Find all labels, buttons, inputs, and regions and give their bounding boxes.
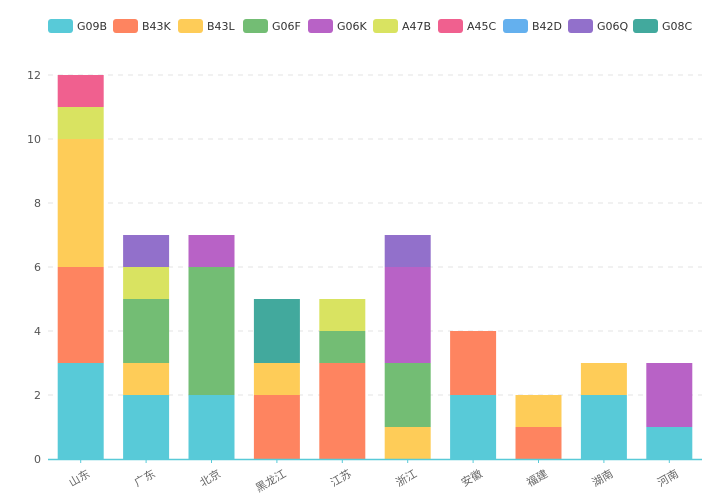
bars bbox=[57, 75, 693, 459]
bar-segment-b43k[interactable] bbox=[450, 331, 497, 395]
legend-label: A47B bbox=[402, 20, 431, 33]
legend-label: B43L bbox=[207, 20, 236, 33]
legend-label: G06K bbox=[337, 20, 368, 33]
legend-swatch bbox=[178, 19, 203, 33]
legend-swatch bbox=[438, 19, 463, 33]
bar-segment-b43k[interactable] bbox=[253, 395, 300, 459]
legend-swatch bbox=[568, 19, 593, 33]
bar-segment-a47b[interactable] bbox=[319, 299, 366, 331]
legend-item-a47b[interactable]: A47B bbox=[373, 19, 431, 33]
y-tick-label: 12 bbox=[27, 69, 41, 82]
bar-segment-a47b[interactable] bbox=[57, 107, 104, 139]
legend-item-g06q[interactable]: G06Q bbox=[568, 19, 629, 33]
y-tick-label: 2 bbox=[34, 389, 41, 402]
bar-segment-b43k[interactable] bbox=[515, 427, 562, 459]
x-tick-label: 江苏 bbox=[328, 467, 354, 489]
bar-segment-g06k[interactable] bbox=[384, 267, 431, 363]
bar-segment-g08c[interactable] bbox=[253, 299, 300, 363]
x-tick-label: 福建 bbox=[524, 466, 550, 489]
bar-segment-g06f[interactable] bbox=[188, 267, 235, 395]
legend-label: G06F bbox=[272, 20, 301, 33]
bar-segment-g06f[interactable] bbox=[319, 331, 366, 363]
legend-item-g06f[interactable]: G06F bbox=[243, 19, 301, 33]
bar-segment-g06f[interactable] bbox=[384, 363, 431, 427]
y-tick-label: 0 bbox=[34, 453, 41, 466]
bar-segment-g06f[interactable] bbox=[123, 299, 170, 363]
x-tick-label: 山东 bbox=[67, 467, 93, 489]
legend-item-g09b[interactable]: G09B bbox=[48, 19, 107, 33]
bar-segment-b43l[interactable] bbox=[253, 363, 300, 395]
bar-segment-g06q[interactable] bbox=[123, 235, 170, 267]
x-tick-label: 湖南 bbox=[590, 467, 616, 489]
legend-swatch bbox=[373, 19, 398, 33]
bar-segment-b43k[interactable] bbox=[319, 363, 366, 459]
bar-segment-g06k[interactable] bbox=[188, 235, 235, 267]
legend-label: G08C bbox=[662, 20, 693, 33]
bar-segment-g06q[interactable] bbox=[384, 235, 431, 267]
bar-segment-g09b[interactable] bbox=[646, 427, 693, 459]
x-tick-label: 黑龙江 bbox=[253, 467, 288, 495]
bar-segment-b43l[interactable] bbox=[384, 427, 431, 459]
x-tick-label: 河南 bbox=[655, 467, 681, 489]
bar-segment-a47b[interactable] bbox=[123, 267, 170, 299]
bar-segment-g09b[interactable] bbox=[580, 395, 627, 459]
legend-label: A45C bbox=[467, 20, 497, 33]
legend-swatch bbox=[48, 19, 73, 33]
bar-segment-g09b[interactable] bbox=[123, 395, 170, 459]
legend-item-g06k[interactable]: G06K bbox=[308, 19, 368, 33]
legend-label: B42D bbox=[532, 20, 562, 33]
legend-item-g08c[interactable]: G08C bbox=[633, 19, 693, 33]
legend-label: B43K bbox=[142, 20, 172, 33]
y-tick-label: 6 bbox=[34, 261, 41, 274]
legend-swatch bbox=[113, 19, 138, 33]
y-tick-label: 8 bbox=[34, 197, 41, 210]
bar-segment-b43l[interactable] bbox=[515, 395, 562, 427]
bar-segment-g09b[interactable] bbox=[57, 363, 104, 459]
legend-swatch bbox=[308, 19, 333, 33]
x-tick-label: 北京 bbox=[197, 466, 223, 489]
legend-label: G06Q bbox=[597, 20, 629, 33]
bar-segment-b43l[interactable] bbox=[580, 363, 627, 395]
legend-label: G09B bbox=[77, 20, 107, 33]
bar-segment-b43l[interactable] bbox=[123, 363, 170, 395]
legend-item-b42d[interactable]: B42D bbox=[503, 19, 562, 33]
x-tick-label: 安徽 bbox=[459, 466, 485, 489]
legend-item-b43k[interactable]: B43K bbox=[113, 19, 172, 33]
bar-segment-g09b[interactable] bbox=[450, 395, 497, 459]
legend-swatch bbox=[633, 19, 658, 33]
y-tick-label: 10 bbox=[27, 133, 41, 146]
bar-segment-g09b[interactable] bbox=[188, 395, 235, 459]
y-tick-label: 4 bbox=[34, 325, 41, 338]
x-tick-label: 广东 bbox=[132, 467, 158, 489]
bar-segment-b43l[interactable] bbox=[57, 139, 104, 267]
legend-swatch bbox=[503, 19, 528, 33]
legend-swatch bbox=[243, 19, 268, 33]
legend-item-a45c[interactable]: A45C bbox=[438, 19, 497, 33]
legend[interactable]: G09B B43K B43L G06F G06K A47B A45C B42D G06Q G08C bbox=[48, 19, 693, 33]
bar-segment-a45c[interactable] bbox=[57, 75, 104, 107]
bar-segment-g06k[interactable] bbox=[646, 363, 693, 427]
x-tick-label: 浙江 bbox=[394, 467, 420, 489]
bar-segment-b43k[interactable] bbox=[57, 267, 104, 363]
legend-item-b43l[interactable]: B43L bbox=[178, 19, 236, 33]
